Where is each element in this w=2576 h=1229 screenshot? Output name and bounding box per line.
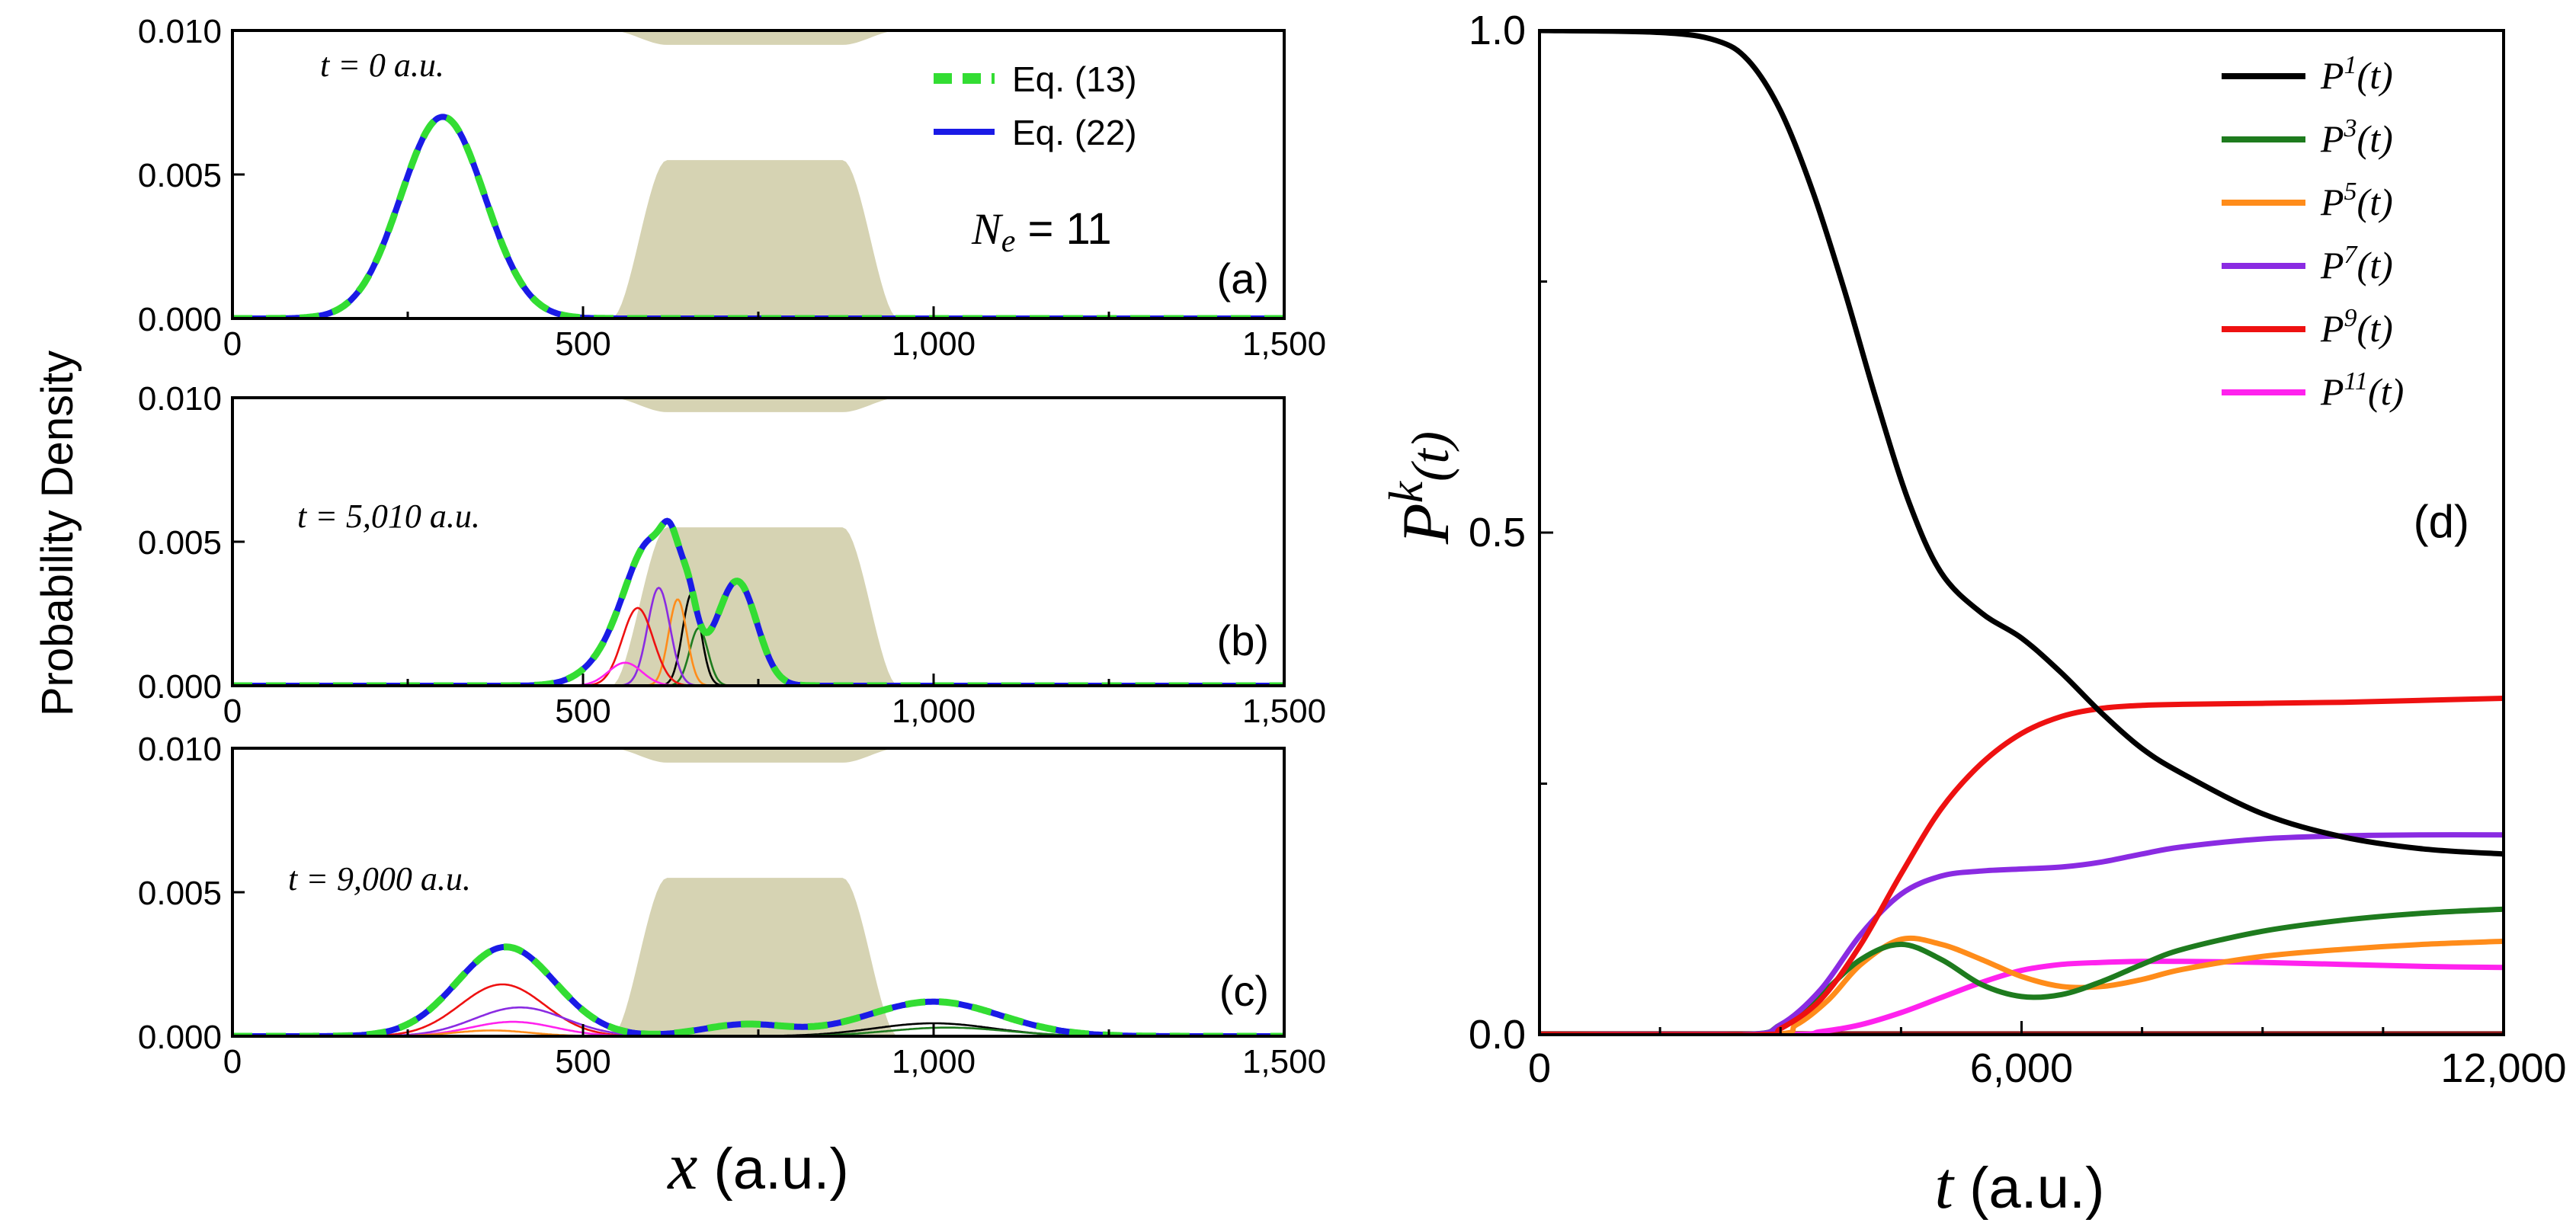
panel-d: 0 6,000 12,000 0.0 0.5 1.0 (d) P1(t) P3(t) P5(t… [1469,8,2567,1091]
right-x-axis-label: t (a.u.) [1935,1149,2105,1223]
panel-a: 0 500 1,000 1,500 0.000 0.005 0.010 t = 0 a.u.… [138,13,1326,363]
legend-label-eq13: Eq. (13) [1012,59,1137,99]
y-tick-label: 0.010 [138,380,222,418]
legend-label: P9(t) [2320,304,2393,350]
legend: Eq. (13) Eq. (22) [934,59,1137,152]
panel-label: (a) [1217,254,1269,302]
panel-b: 0 500 1,000 1,500 0.000 0.005 0.010 t = 5,010 … [138,380,1326,730]
time-label: t = 0 a.u. [320,46,444,84]
y-tick-label: 0.005 [138,875,222,912]
legend-label: P3(t) [2320,114,2393,160]
x-tick-label: 500 [555,1043,610,1080]
legend-label: P7(t) [2320,241,2393,286]
time-label: t = 5,010 a.u. [297,498,480,535]
x-tick-label: 500 [555,325,610,363]
right-y-axis-label: Pk(t) [1379,431,1463,545]
barrier-bottom [610,160,899,318]
series-line-p7t [1540,832,2504,1035]
series-line-p5t [1540,935,2504,1035]
panel-c: 0 500 1,000 1,500 0.000 0.005 0.010 t = 9,000 … [138,731,1326,1080]
series-line-p1t [1540,30,2504,857]
y-tick-label: 1.0 [1469,8,1526,53]
y-tick-label: 0.000 [138,668,222,706]
left-x-axis-label: x (a.u.) [666,1130,849,1204]
legend: P1(t) P3(t) P5(t) P7(t) P9(t) P11(t) [2222,51,2404,413]
y-tick-label: 0.0 [1469,1012,1526,1058]
y-tick-label: 0.005 [138,524,222,562]
y-tick-label: 0.005 [138,157,222,194]
barrier-bottom [610,878,899,1036]
x-tick-label: 12,000 [2440,1045,2566,1091]
x-tick-label: 0 [1528,1045,1551,1091]
x-tick-label: 0 [223,693,242,730]
ne-label: Ne = 11 [971,204,1112,259]
y-tick-label: 0.010 [138,13,222,50]
x-tick-label: 1,500 [1242,693,1326,730]
legend-label: P1(t) [2320,51,2393,97]
y-tick-label: 0.000 [138,301,222,338]
time-label: t = 9,000 a.u. [288,860,471,898]
legend-label: P11(t) [2320,367,2404,413]
barrier-top [610,30,899,45]
y-tick-label: 0.010 [138,731,222,768]
panel-label: (c) [1219,967,1269,1015]
y-tick-label: 0.000 [138,1019,222,1056]
legend-label: P5(t) [2320,178,2393,223]
legend-label-eq22: Eq. (22) [1012,113,1137,152]
barrier-top [610,748,899,763]
y-tick-label: 0.5 [1469,510,1526,555]
panel-label: (b) [1217,616,1269,664]
x-tick-label: 1,000 [892,693,976,730]
barrier-top [610,398,899,412]
panel-label: (d) [2414,496,2469,547]
x-tick-label: 0 [223,1043,242,1080]
x-tick-label: 500 [555,693,610,730]
barrier-region [610,30,899,318]
total-curve-eq22 [232,517,1284,686]
total-curve-eq22 [232,114,1284,318]
x-tick-label: 1,000 [892,1043,976,1080]
x-tick-label: 1,000 [892,325,976,363]
x-tick-label: 1,500 [1242,325,1326,363]
x-tick-label: 6,000 [1970,1045,2073,1091]
series-line-p11t [1540,959,2504,1035]
barrier-region [610,748,899,1036]
x-tick-label: 0 [223,325,242,363]
x-tick-label: 1,500 [1242,1043,1326,1080]
left-y-axis-label: Probability Density [33,350,82,716]
